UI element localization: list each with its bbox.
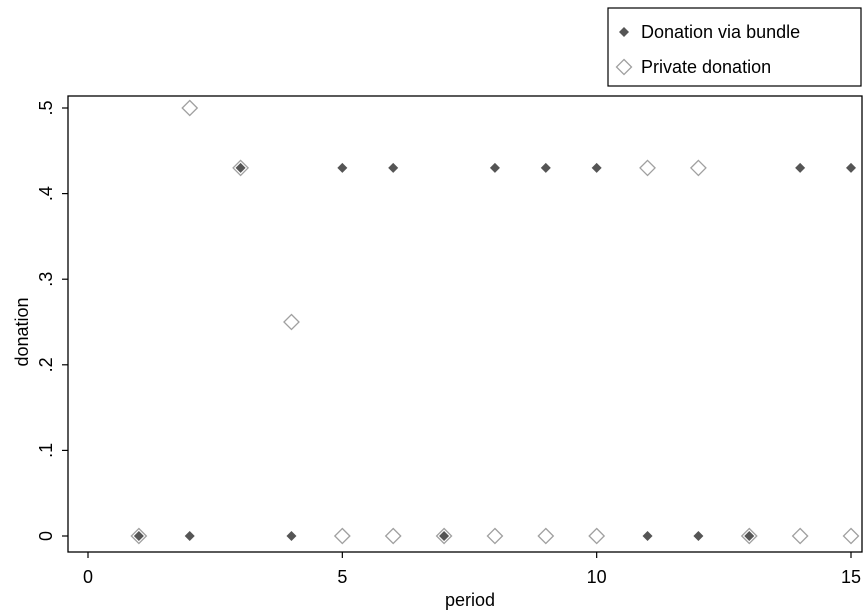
point-private-donation bbox=[589, 529, 604, 544]
point-private-donation bbox=[487, 529, 502, 544]
x-tick-label: 0 bbox=[83, 567, 93, 587]
point-donation-via-bundle bbox=[388, 163, 398, 173]
plot-frame bbox=[68, 96, 862, 552]
point-donation-via-bundle bbox=[693, 531, 703, 541]
point-private-donation bbox=[844, 529, 859, 544]
point-donation-via-bundle bbox=[643, 531, 653, 541]
legend-label: Private donation bbox=[641, 57, 771, 77]
legend-label: Donation via bundle bbox=[641, 22, 800, 42]
point-private-donation bbox=[793, 529, 808, 544]
point-private-donation bbox=[640, 160, 655, 175]
y-tick-label: .1 bbox=[36, 443, 56, 458]
point-donation-via-bundle bbox=[490, 163, 500, 173]
x-axis-title: period bbox=[445, 590, 495, 610]
point-donation-via-bundle bbox=[592, 163, 602, 173]
y-tick-label: .4 bbox=[36, 186, 56, 201]
y-tick-label: .3 bbox=[36, 272, 56, 287]
y-tick-label: 0 bbox=[36, 531, 56, 541]
y-tick-label: .5 bbox=[36, 100, 56, 115]
point-donation-via-bundle bbox=[541, 163, 551, 173]
x-tick-label: 5 bbox=[337, 567, 347, 587]
y-axis-title: donation bbox=[12, 297, 32, 366]
x-tick-label: 10 bbox=[587, 567, 607, 587]
point-private-donation bbox=[335, 529, 350, 544]
point-private-donation bbox=[538, 529, 553, 544]
point-private-donation bbox=[386, 529, 401, 544]
point-donation-via-bundle bbox=[185, 531, 195, 541]
point-private-donation bbox=[182, 101, 197, 116]
point-private-donation bbox=[284, 315, 299, 330]
x-tick-label: 15 bbox=[841, 567, 861, 587]
point-donation-via-bundle bbox=[795, 163, 805, 173]
point-donation-via-bundle bbox=[286, 531, 296, 541]
y-tick-label: .2 bbox=[36, 357, 56, 372]
point-private-donation bbox=[691, 160, 706, 175]
point-donation-via-bundle bbox=[846, 163, 856, 173]
point-donation-via-bundle bbox=[337, 163, 347, 173]
